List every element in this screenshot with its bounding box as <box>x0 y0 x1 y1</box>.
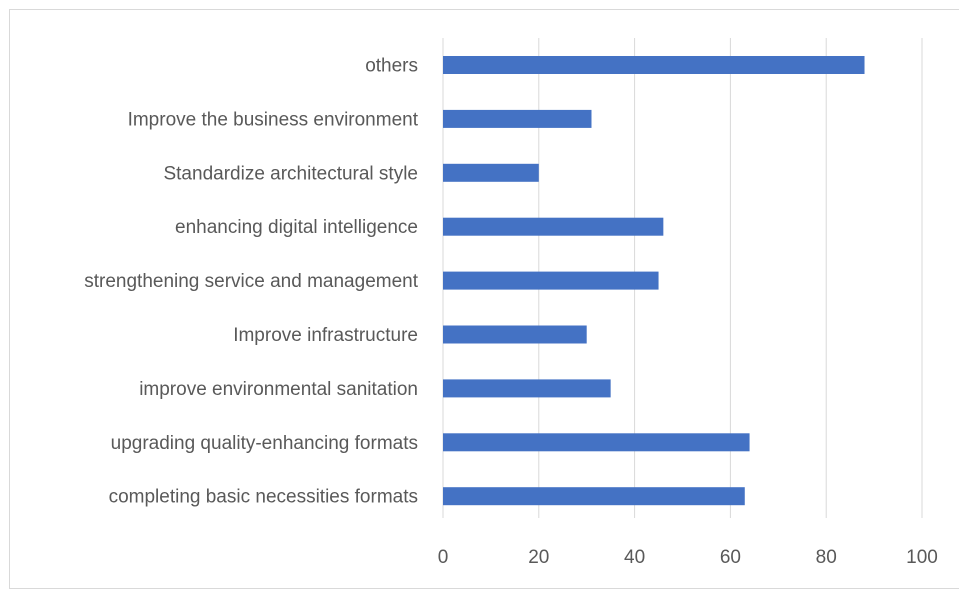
x-tick-label: 100 <box>906 547 938 568</box>
x-tick-label: 40 <box>624 547 645 568</box>
category-labels: others Improve the business environment St… <box>84 56 418 508</box>
category-label: Improve infrastructure <box>233 325 418 346</box>
category-label: others <box>365 56 418 77</box>
bar <box>443 163 539 182</box>
category-label: upgrading quality-enhancing formats <box>111 433 418 454</box>
bar <box>443 217 664 236</box>
x-axis-tick-labels: 0 20 40 60 80 100 <box>438 547 938 568</box>
x-tick-label: 20 <box>528 547 549 568</box>
bar <box>443 56 865 74</box>
bar <box>443 109 592 128</box>
x-tick-label: 0 <box>438 547 449 568</box>
bar <box>443 433 750 452</box>
category-label: Standardize architectural style <box>163 163 418 184</box>
bars <box>443 56 865 506</box>
category-label: improve environmental sanitation <box>139 379 418 400</box>
category-label: strengthening service and management <box>84 271 418 292</box>
x-tick-label: 80 <box>816 547 837 568</box>
bar <box>443 487 745 506</box>
category-label: Improve the business environment <box>128 109 419 130</box>
category-label: enhancing digital intelligence <box>175 217 418 238</box>
x-tick-label: 60 <box>720 547 741 568</box>
category-label: completing basic necessities formats <box>109 487 418 508</box>
bar <box>443 271 659 290</box>
bar <box>443 379 611 398</box>
bar <box>443 325 587 344</box>
